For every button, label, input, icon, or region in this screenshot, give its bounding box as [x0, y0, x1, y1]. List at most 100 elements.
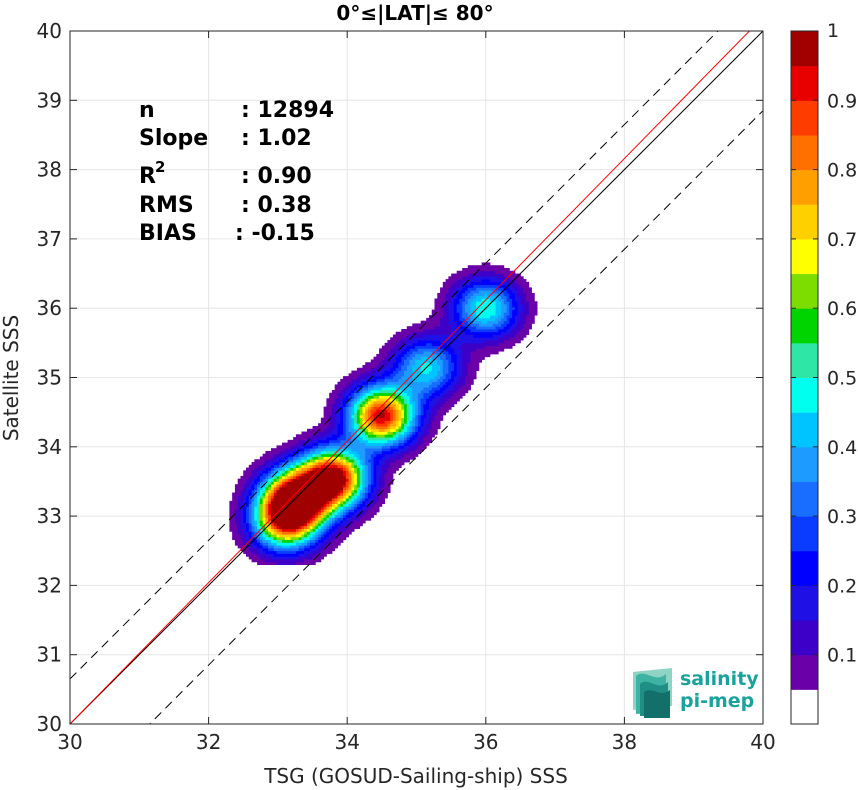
density-cell — [367, 370, 372, 374]
density-cell — [495, 290, 499, 294]
density-cell — [343, 531, 347, 535]
density-cell — [478, 359, 483, 363]
density-cell — [326, 486, 330, 491]
density-cell — [523, 301, 527, 305]
density-cell — [345, 489, 349, 493]
density-cell — [307, 434, 311, 438]
density-cell — [465, 292, 469, 297]
density-cell — [487, 292, 491, 297]
density-cell — [307, 536, 311, 541]
density-cell — [462, 270, 466, 274]
density-cell — [309, 489, 313, 493]
density-cell — [287, 542, 291, 546]
density-cell — [387, 376, 391, 380]
density-cell — [320, 423, 325, 427]
density-cell — [442, 317, 446, 322]
density-cell — [287, 484, 291, 488]
density-cell — [373, 450, 377, 455]
density-cell — [351, 511, 355, 516]
density-cell — [492, 317, 496, 322]
density-cell — [370, 503, 374, 507]
density-cell — [501, 334, 505, 338]
density-cell — [484, 334, 488, 338]
density-cell — [423, 320, 427, 324]
density-cell — [381, 492, 386, 496]
density-cell — [478, 270, 483, 274]
density-cell — [232, 498, 236, 502]
density-cell — [265, 553, 269, 557]
density-cell — [376, 486, 380, 491]
density-cell — [465, 389, 469, 394]
density-cell — [498, 309, 502, 313]
density-cell — [420, 353, 424, 358]
density-cell — [326, 506, 330, 510]
density-cell — [379, 384, 383, 388]
density-cell — [431, 412, 435, 416]
density-cell — [304, 462, 308, 466]
density-cell — [337, 412, 341, 416]
density-cell — [348, 445, 352, 449]
density-cell — [453, 290, 458, 294]
density-cell — [415, 365, 419, 369]
density-cell — [259, 498, 264, 502]
density-cell — [423, 445, 427, 449]
density-cell — [273, 561, 277, 566]
density-cell — [470, 353, 474, 358]
density-cell — [412, 426, 416, 430]
density-cell — [276, 470, 280, 474]
density-cell — [334, 489, 338, 493]
density-cell — [501, 279, 505, 283]
density-cell — [473, 326, 477, 330]
density-cell — [406, 423, 410, 427]
density-cell — [487, 342, 491, 347]
density-cell — [426, 387, 430, 391]
density-cell — [423, 337, 427, 341]
density-cell — [337, 525, 341, 529]
density-cell — [251, 511, 255, 516]
density-cell — [448, 323, 452, 327]
density-cell — [498, 298, 502, 302]
density-cell — [384, 462, 388, 466]
density-cell — [304, 547, 308, 552]
density-cell — [309, 517, 313, 521]
density-cell — [270, 559, 275, 563]
density-cell — [268, 462, 272, 466]
density-cell — [401, 367, 405, 371]
density-cell — [492, 281, 496, 286]
density-cell — [359, 395, 363, 399]
density-cell — [284, 442, 288, 446]
density-cell — [356, 475, 361, 480]
density-cell — [345, 456, 349, 460]
density-cell — [453, 370, 458, 374]
density-cell — [270, 464, 275, 468]
density-cell — [359, 420, 363, 424]
density-cell — [234, 534, 239, 538]
density-cell — [248, 500, 252, 505]
density-cell — [259, 514, 264, 518]
density-cell — [417, 392, 422, 396]
density-cell — [337, 459, 341, 463]
density-cell — [279, 528, 283, 532]
density-cell — [514, 320, 519, 324]
density-cell — [417, 353, 422, 358]
density-cell — [406, 328, 410, 333]
density-cell — [434, 409, 438, 413]
y-tick-label: 33 — [37, 504, 62, 528]
stat-slope-value: : 1.02 — [241, 126, 312, 151]
density-cell — [356, 398, 361, 402]
density-cell — [478, 284, 483, 288]
density-cell — [456, 370, 460, 374]
density-cell — [495, 309, 499, 313]
density-cell — [248, 550, 252, 554]
density-cell — [481, 273, 485, 277]
density-cell — [481, 356, 485, 360]
density-cell — [401, 345, 405, 349]
density-cell — [329, 395, 333, 399]
density-cell — [420, 442, 424, 446]
density-cell — [259, 481, 264, 485]
density-cell — [293, 470, 297, 474]
density-cell — [315, 489, 319, 493]
density-cell — [428, 345, 433, 349]
density-cell — [356, 426, 361, 430]
density-cell — [412, 414, 416, 419]
